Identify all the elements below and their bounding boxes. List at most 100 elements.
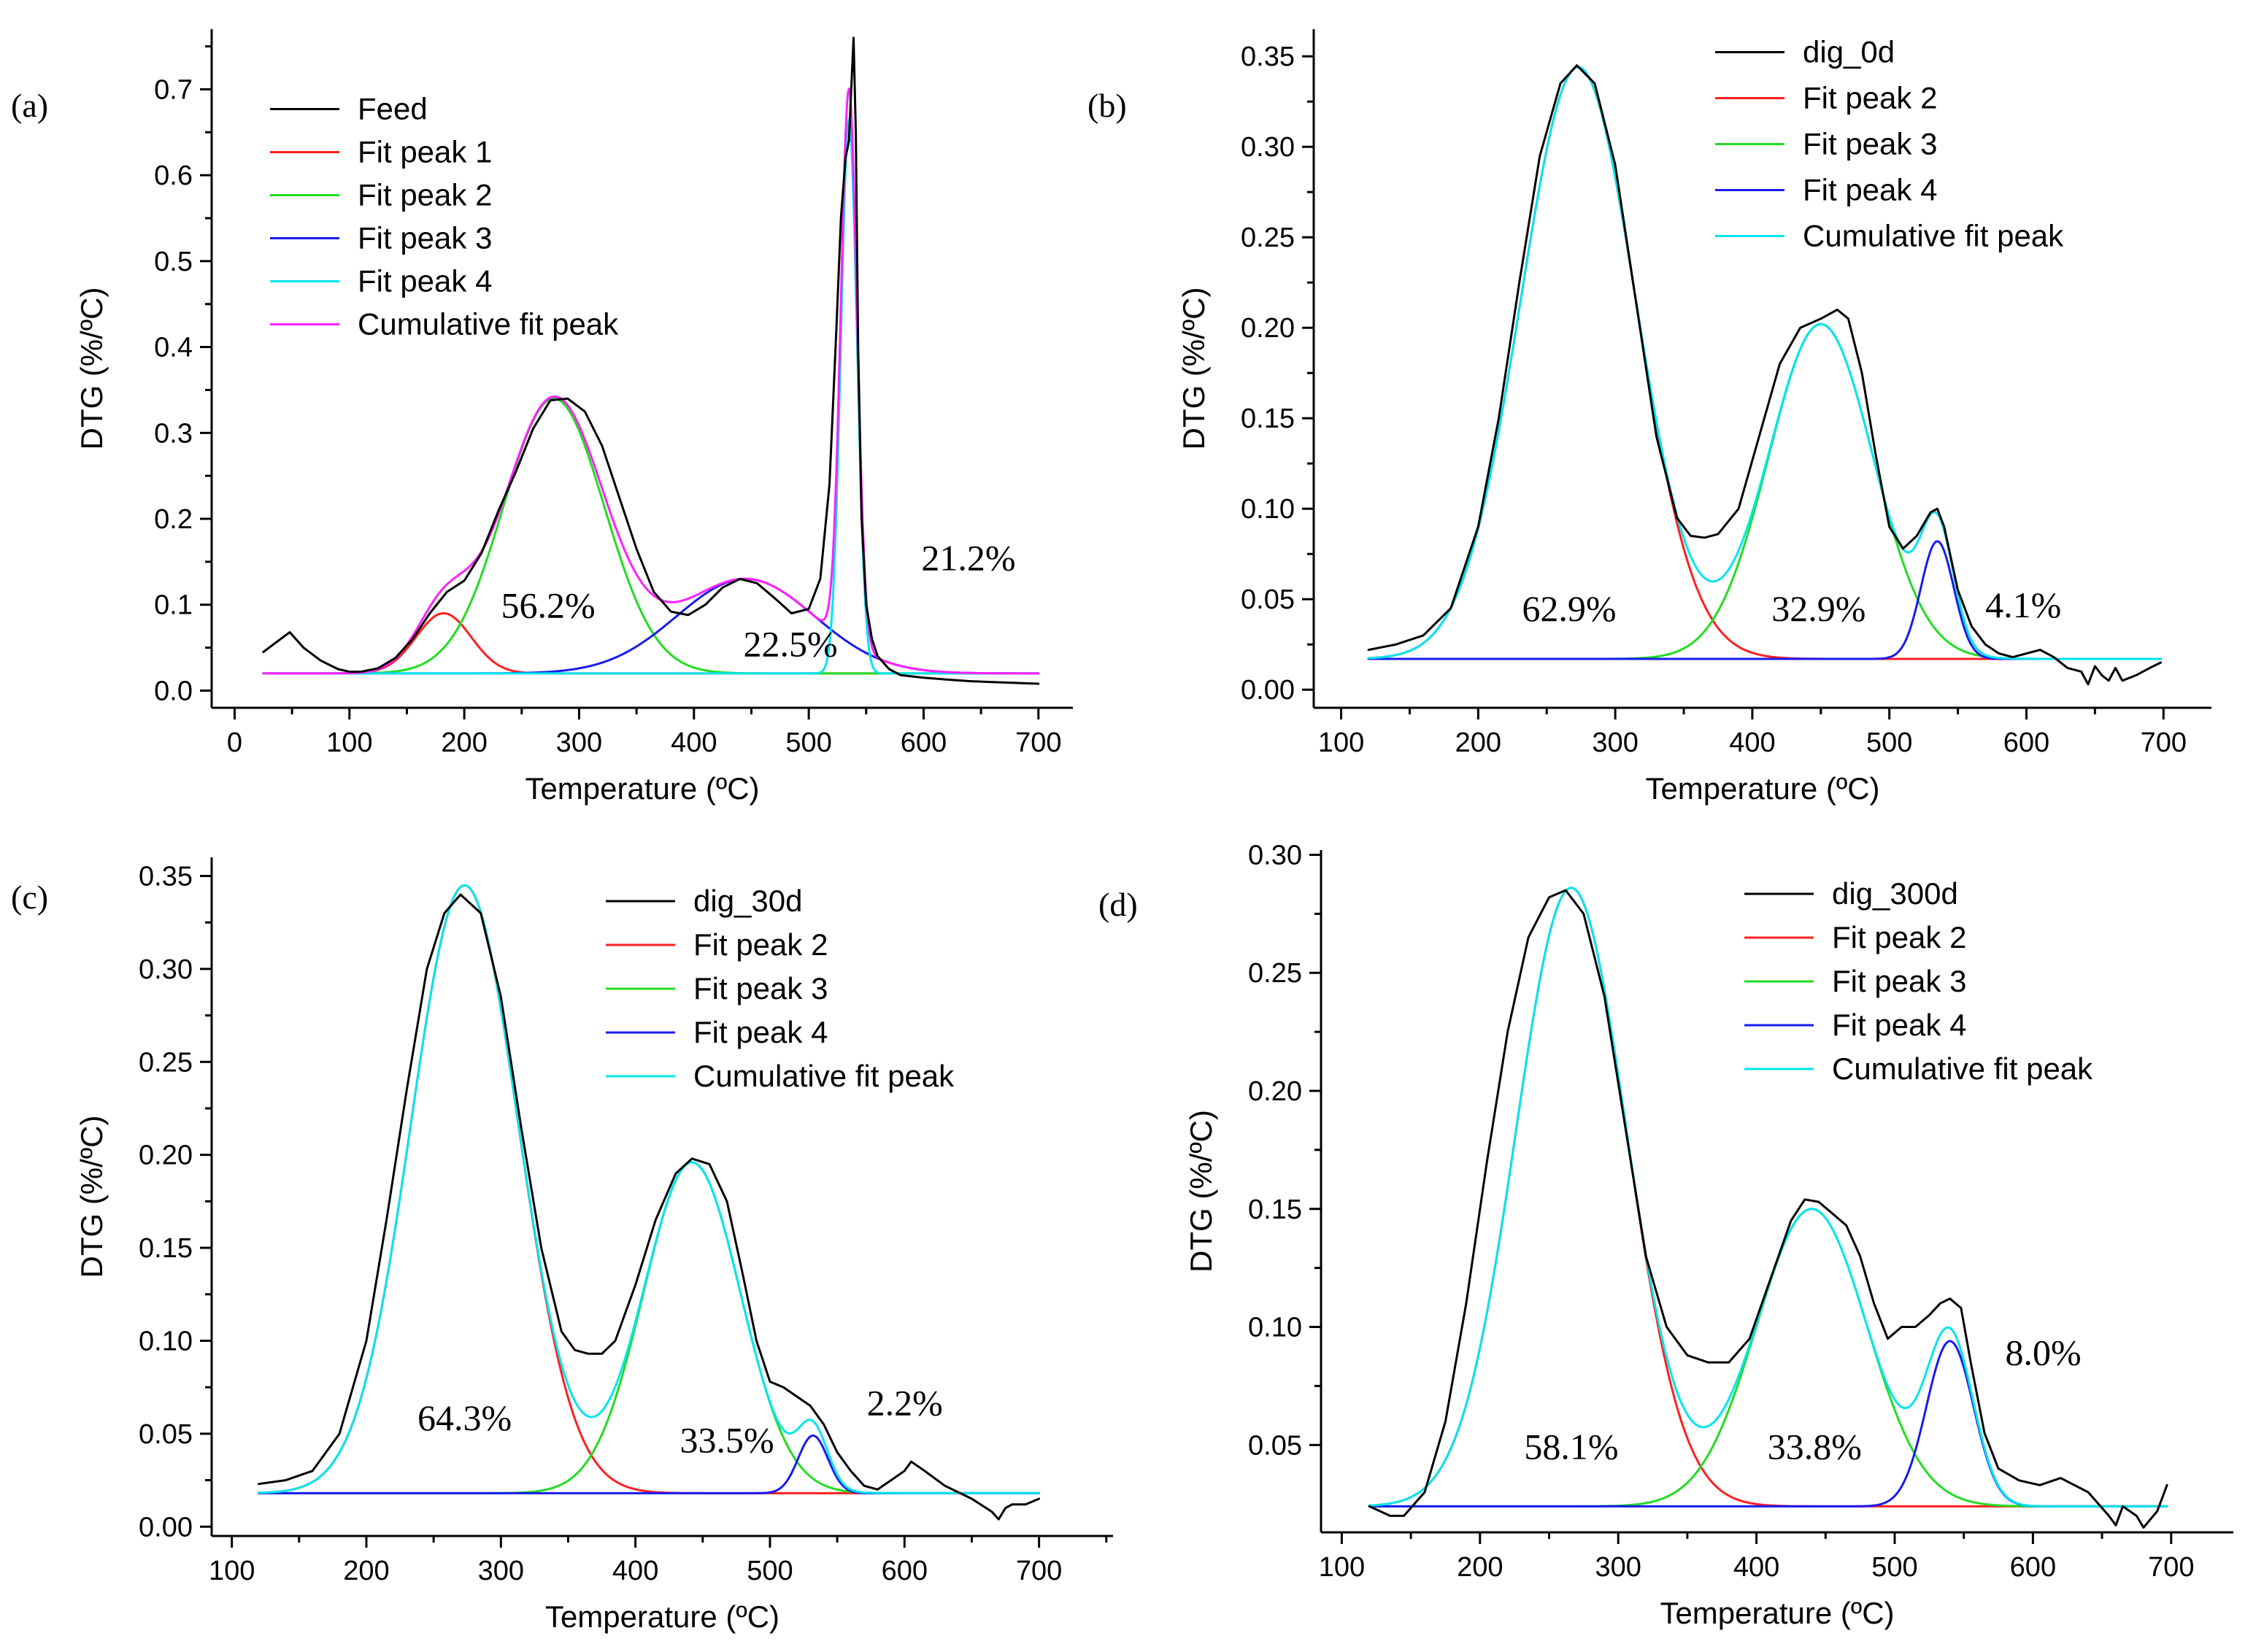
peak-area-annotation: 64.3% — [417, 1397, 512, 1438]
y-axis-title: DTG (%/ºC) — [1177, 287, 1211, 450]
peak-area-annotation: 33.5% — [679, 1419, 774, 1460]
legend-entry: Cumulative fit peak — [1832, 1051, 2093, 1086]
panel-label: (d) — [1098, 886, 1138, 923]
series-dig-300d-line — [1368, 889, 2168, 1529]
panel-c: 100 200 300 400 500 600 700 0.00 0.05 0.10 0.15 0.2… — [11, 857, 1113, 1634]
legend-entry: Cumulative fit peak — [1803, 219, 2064, 253]
y-axis-title: DTG (%/ºC) — [74, 287, 109, 450]
x-tick-label: 400 — [1733, 1552, 1779, 1583]
peak-area-annotation: 22.5% — [743, 623, 837, 664]
y-tick-label: 0.20 — [1248, 1076, 1302, 1107]
legend-entry: Fit peak 4 — [358, 264, 492, 298]
panel-label: (c) — [11, 879, 48, 916]
series-fit-peak-1-line — [262, 612, 1040, 675]
x-tick-label: 100 — [1319, 1552, 1365, 1583]
y-tick-label: 0.25 — [1248, 958, 1302, 989]
peak-area-annotation: 32.9% — [1771, 588, 1866, 629]
x-tick-label: 100 — [209, 1556, 255, 1586]
x-tick-label: 600 — [882, 1556, 928, 1586]
legend-entry: Fit peak 4 — [1803, 173, 1937, 207]
x-tick-label: 500 — [1871, 1552, 1917, 1583]
x-tick-label: 0 — [227, 727, 242, 758]
y-tick-label: 0.10 — [139, 1326, 193, 1356]
y-tick-label: 0.35 — [139, 861, 193, 892]
legend-entry: Fit peak 2 — [358, 178, 492, 212]
y-tick-label: 0.30 — [1248, 840, 1302, 871]
peak-area-annotation: 8.0% — [2006, 1332, 2082, 1373]
series-cumulative-fit-peak-line — [1367, 66, 2162, 660]
y-axis-title: DTG (%/ºC) — [1184, 1110, 1218, 1273]
series-dig-30d-line — [258, 893, 1041, 1521]
legend-entry: Fit peak 4 — [1832, 1008, 1966, 1042]
legend-entry: dig_300d — [1832, 876, 1958, 911]
y-tick-label: 0.1 — [154, 590, 193, 621]
panel-label: (a) — [11, 87, 48, 124]
legend-entry: Fit peak 3 — [358, 221, 492, 255]
x-tick-label: 500 — [785, 727, 831, 758]
x-tick-label: 400 — [612, 1556, 658, 1586]
legend-entry: Fit peak 3 — [1803, 127, 1937, 161]
y-tick-label: 0.15 — [1241, 404, 1295, 434]
x-tick-label: 200 — [1457, 1552, 1503, 1583]
x-tick-label: 600 — [2003, 727, 2049, 758]
x-tick-label: 400 — [1729, 727, 1775, 758]
peak-area-annotation: 56.2% — [501, 584, 595, 625]
y-tick-label: 0.05 — [1241, 584, 1295, 615]
series-fit-peak-2-line — [262, 397, 1040, 675]
legend-entry: Cumulative fit peak — [693, 1059, 955, 1093]
y-tick-label: 0.10 — [1241, 494, 1295, 525]
y-tick-label: 0.30 — [139, 954, 193, 985]
x-tick-label: 200 — [1455, 727, 1501, 758]
series-feed-line — [262, 36, 1040, 685]
peak-area-annotation: 2.2% — [867, 1382, 943, 1423]
legend-entry: Feed — [358, 92, 428, 126]
x-tick-label: 500 — [747, 1556, 793, 1586]
legend-entry: Fit peak 1 — [358, 135, 492, 169]
y-tick-label: 0.7 — [154, 74, 193, 105]
panel-a: 0 100 200 300 400 500 600 700 0.0 0.1 0.2 0.3 0.4 0.5… — [11, 29, 1073, 806]
series-cumulative-fit-peak-line — [258, 884, 1041, 1494]
x-tick-label: 200 — [343, 1556, 389, 1586]
y-tick-label: 0.25 — [1241, 223, 1295, 253]
x-tick-label: 100 — [1318, 727, 1364, 758]
series-cumulative-fit-peak-line — [262, 88, 1040, 675]
peak-area-annotation: 21.2% — [921, 538, 1015, 579]
x-tick-label: 200 — [441, 727, 487, 758]
peak-area-annotation: 4.1% — [1985, 584, 2061, 625]
y-tick-label: 0.3 — [154, 418, 193, 449]
x-tick-label: 700 — [2141, 727, 2187, 758]
x-axis-title: Temperature (ºC) — [525, 771, 759, 806]
x-tick-label: 700 — [2148, 1552, 2194, 1583]
legend-entry: Fit peak 2 — [693, 927, 828, 962]
x-tick-label: 300 — [1595, 1552, 1641, 1583]
x-tick-label: 300 — [556, 727, 602, 758]
legend-entry: Fit peak 4 — [693, 1015, 828, 1049]
y-tick-label: 0.35 — [1241, 42, 1295, 72]
y-tick-label: 0.30 — [1241, 132, 1295, 163]
x-tick-label: 700 — [1016, 1556, 1062, 1586]
y-tick-label: 0.0 — [154, 676, 193, 706]
x-tick-label: 700 — [1015, 727, 1061, 758]
y-tick-label: 0.15 — [1248, 1194, 1302, 1225]
y-tick-label: 0.20 — [1241, 313, 1295, 344]
legend-entry: Fit peak 2 — [1803, 81, 1937, 115]
legend-entry: dig_0d — [1803, 35, 1895, 69]
x-tick-label: 100 — [326, 727, 372, 758]
x-tick-label: 600 — [2010, 1552, 2056, 1583]
legend-entry: Fit peak 2 — [1832, 920, 1966, 954]
x-tick-label: 600 — [901, 727, 947, 758]
y-axis-title: DTG (%/ºC) — [74, 1116, 109, 1278]
series-dig-0d-line — [1367, 64, 2162, 686]
y-tick-label: 0.00 — [139, 1512, 193, 1543]
y-tick-label: 0.25 — [139, 1047, 193, 1078]
y-tick-label: 0.10 — [1248, 1313, 1302, 1343]
y-tick-label: 0.20 — [139, 1140, 193, 1171]
x-axis-title: Temperature (ºC) — [1660, 1596, 1894, 1630]
x-tick-label: 300 — [478, 1556, 524, 1586]
legend-entry: Cumulative fit peak — [358, 307, 619, 341]
legend-entry: Fit peak 3 — [693, 971, 828, 1006]
y-tick-label: 0.6 — [154, 161, 193, 191]
panel-b: 100 200 300 400 500 600 700 0.00 0.05 0.10 0.15 0.2… — [1087, 29, 2211, 806]
y-tick-label: 0.05 — [1248, 1430, 1302, 1461]
